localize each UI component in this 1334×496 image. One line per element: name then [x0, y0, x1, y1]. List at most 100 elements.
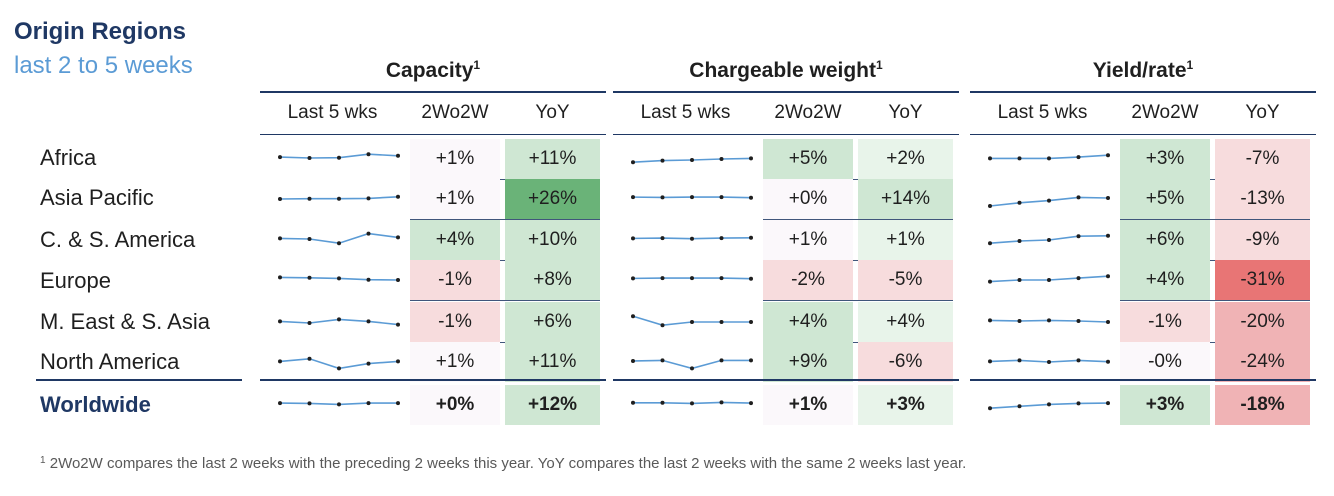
cell-yield_rate-yoy: -31%: [1215, 260, 1310, 300]
sparkline-point: [719, 400, 724, 405]
cell-yield_rate-2wo2w: -1%: [1120, 302, 1210, 342]
sparkline-point: [719, 157, 724, 161]
sparkline-point: [988, 241, 992, 246]
cell-yield_rate-2wo2w: +4%: [1120, 260, 1210, 300]
sparkline-point: [1076, 401, 1081, 406]
page-title: Origin Regions: [14, 18, 187, 45]
sparkline-point: [988, 406, 992, 411]
sparkline-point: [278, 275, 282, 280]
cell-capacity-2wo2w: -1%: [410, 260, 500, 300]
cell-capacity-yoy: +26%: [505, 179, 600, 219]
cell-capacity-2wo2w: +1%: [410, 342, 500, 382]
cell-capacity-2wo2w: +1%: [410, 139, 500, 179]
sparkline-point: [1106, 401, 1110, 406]
sparkline-point: [1106, 233, 1110, 238]
cell-capacity-yoy: +10%: [505, 220, 600, 260]
sparkline-point: [690, 158, 694, 162]
sparkline-point: [396, 322, 400, 327]
sparkline-yield_rate: [988, 195, 1110, 208]
sparkline-yield_rate: [988, 401, 1110, 411]
column-header-2wo2w: 2Wo2W: [1131, 102, 1199, 123]
sparkline-point: [1017, 404, 1022, 409]
sparkline-point: [1017, 278, 1022, 282]
sparkline-point: [366, 277, 371, 282]
sparkline-point: [396, 359, 400, 364]
worldwide-divider: [260, 379, 606, 381]
sparkline-chargeable_weight: [631, 195, 753, 200]
cell-capacity-2wo2w: +1%: [410, 179, 500, 219]
sparkline-point: [719, 276, 724, 281]
sparkline-point: [1076, 319, 1081, 323]
region-label: M. East & S. Asia: [40, 309, 210, 334]
cell-chargeable_weight-2wo2w: +1%: [763, 385, 853, 425]
sparkline-capacity: [278, 401, 400, 407]
footnote-marker: 1: [473, 58, 481, 72]
cell-yield_rate-yoy: -9%: [1215, 220, 1310, 260]
cell-capacity-yoy: +6%: [505, 302, 600, 342]
cell-chargeable_weight-2wo2w: +4%: [763, 302, 853, 342]
cell-chargeable_weight-2wo2w: +1%: [763, 220, 853, 260]
cell-yield_rate-2wo2w: -0%: [1120, 342, 1210, 382]
sparkline-point: [1076, 195, 1081, 200]
sparkline-point: [1106, 196, 1110, 200]
header-divider: [613, 134, 959, 135]
page-subtitle: last 2 to 5 weeks: [14, 52, 193, 79]
sparkline-point: [366, 401, 371, 406]
header-divider: [970, 134, 1316, 135]
cell-capacity-yoy: +8%: [505, 260, 600, 300]
sparkline-point: [631, 359, 635, 363]
region-label: Worldwide: [40, 392, 151, 417]
sparkline-point: [1106, 153, 1110, 158]
sparkline-point: [1047, 318, 1051, 323]
sparkline-point: [1047, 402, 1051, 407]
sparkline-point: [690, 366, 694, 371]
sparkline-point: [396, 401, 400, 406]
sparkline-point: [749, 401, 753, 406]
sparkline-capacity: [278, 356, 400, 371]
sparkline-point: [719, 195, 724, 200]
region-label: Africa: [40, 145, 97, 170]
column-header-yoy: YoY: [888, 102, 923, 123]
sparkline-point: [660, 323, 665, 328]
sparkline-point: [749, 195, 753, 200]
cell-capacity-2wo2w: +0%: [410, 385, 500, 425]
row-divider: [1120, 219, 1310, 220]
sparkline-point: [719, 358, 724, 363]
sparkline-point: [337, 241, 341, 246]
sparkline-point: [660, 276, 665, 281]
sparkline-point: [337, 155, 341, 160]
sparkline-point: [660, 358, 665, 363]
group-underline: [970, 91, 1316, 93]
region-label: Asia Pacific: [40, 185, 154, 210]
sparkline-point: [1047, 238, 1051, 242]
row-divider: [763, 219, 953, 220]
sparkline-point: [631, 160, 635, 165]
sparkline-point: [660, 195, 665, 200]
sparkline-point: [278, 197, 282, 201]
sparkline-point: [1076, 358, 1081, 363]
cell-yield_rate-yoy: -18%: [1215, 385, 1310, 425]
cell-chargeable_weight-2wo2w: +9%: [763, 342, 853, 382]
worldwide-divider: [970, 379, 1316, 381]
sparkline-point: [278, 319, 282, 324]
cell-chargeable_weight-yoy: +3%: [858, 385, 953, 425]
region-label: North America: [40, 349, 180, 374]
cell-chargeable_weight-2wo2w: +0%: [763, 179, 853, 219]
sparkline-chargeable_weight: [631, 358, 753, 371]
cell-yield_rate-2wo2w: +3%: [1120, 139, 1210, 179]
sparkline-point: [988, 279, 992, 284]
sparkline-point: [366, 319, 371, 324]
sparkline-point: [690, 276, 694, 281]
sparkline-point: [988, 156, 992, 161]
sparkline-point: [337, 276, 341, 281]
sparkline-point: [631, 195, 635, 200]
sparkline-point: [366, 196, 371, 201]
cell-chargeable_weight-yoy: +1%: [858, 220, 953, 260]
region-label: Europe: [40, 268, 111, 293]
sparkline-point: [307, 356, 312, 361]
cell-capacity-2wo2w: -1%: [410, 302, 500, 342]
group-title-capacity: Capacity1: [260, 58, 606, 88]
sparkline-point: [337, 317, 341, 322]
sparkline-point: [1017, 156, 1022, 161]
cell-yield_rate-2wo2w: +6%: [1120, 220, 1210, 260]
